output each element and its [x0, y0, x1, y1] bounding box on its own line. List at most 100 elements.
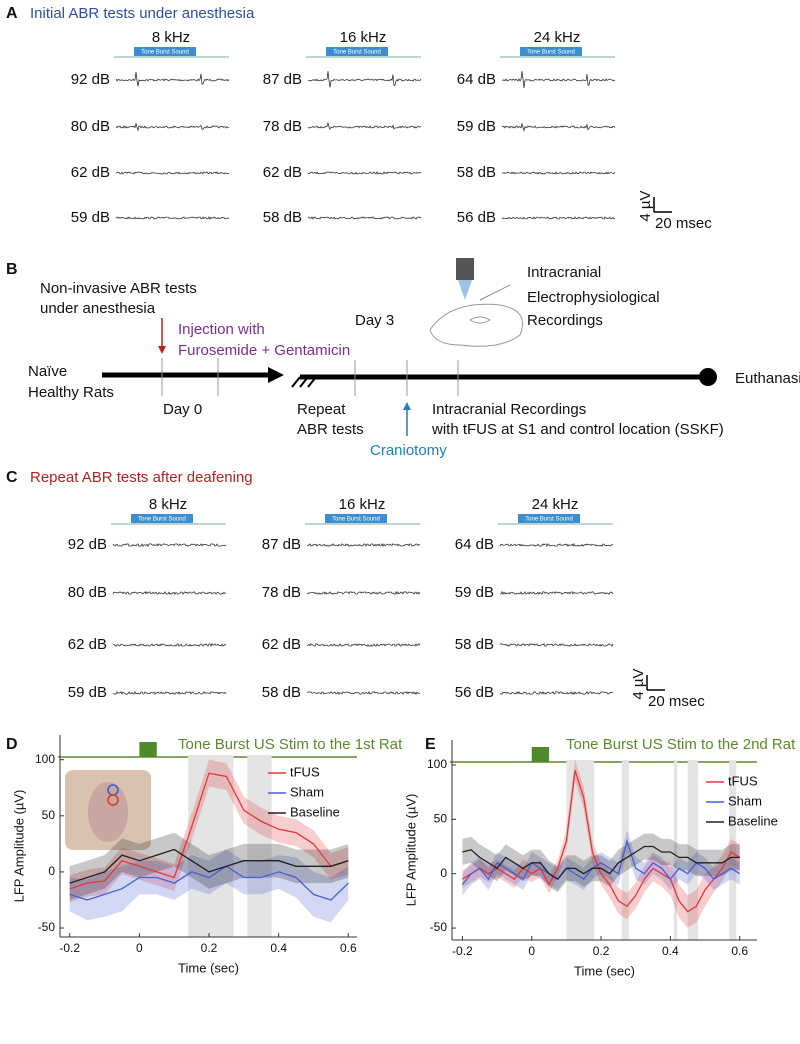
abr-trace — [501, 171, 616, 175]
scale-label: 20 msec — [655, 215, 712, 232]
level-label: 59 dB — [71, 209, 110, 226]
y-axis-label: LFP Amplitude (µV) — [403, 794, 418, 907]
note: Electrophysiological — [527, 289, 660, 306]
x-tick-label: 0.4 — [662, 944, 679, 958]
stim-text: Tone Burst Sound — [141, 50, 189, 56]
level-label: 80 dB — [68, 584, 107, 601]
x-tick-label: 0 — [528, 944, 535, 958]
y-tick-label: 100 — [35, 752, 55, 766]
stim-text: Tone Burst Sound — [332, 517, 380, 523]
note: Intracranial Recordings — [432, 401, 586, 418]
rat-illustration — [429, 258, 523, 347]
panel-title: Repeat ABR tests after deafening — [30, 469, 253, 486]
stim-label: Tone Burst US Stim to the 2nd Rat — [566, 736, 796, 753]
stim-box — [325, 514, 387, 523]
abr-trace — [308, 71, 422, 88]
x-tick-label: 0.6 — [340, 941, 357, 955]
error-band — [69, 849, 349, 923]
panel-title: Initial ABR tests under anesthesia — [30, 5, 255, 22]
level-label: 78 dB — [263, 118, 302, 135]
abr-trace — [499, 690, 614, 696]
legend-label: Baseline — [290, 804, 340, 819]
level-label: 62 dB — [262, 636, 301, 653]
y-tick-label: 100 — [427, 757, 447, 771]
frequency-label: 8 kHz — [149, 496, 187, 513]
note: Craniotomy — [370, 442, 447, 459]
note: Euthanasia — [735, 370, 800, 387]
note: Day 3 — [355, 312, 394, 329]
significance-region — [687, 760, 699, 940]
panel-label: A — [6, 5, 18, 22]
y-axis-label: LFP Amplitude (µV) — [11, 790, 26, 903]
note: Recordings — [527, 312, 603, 329]
level-label: 59 dB — [455, 584, 494, 601]
abr-trace — [112, 543, 227, 548]
level-label: 58 dB — [455, 636, 494, 653]
series-line — [461, 838, 741, 886]
note: Non-invasive ABR tests — [40, 280, 197, 297]
level-label: 92 dB — [68, 536, 107, 553]
abr-trace — [306, 590, 421, 595]
stim-box — [131, 514, 193, 523]
stim-pulse — [139, 742, 157, 757]
abr-trace — [112, 643, 227, 647]
frequency-label: 24 kHz — [532, 496, 579, 513]
significance-region — [188, 755, 234, 937]
y-tick-label: 0 — [440, 866, 447, 880]
abr-trace — [306, 542, 421, 548]
y-tick-label: 50 — [42, 808, 56, 822]
stim-text: Tone Burst Sound — [527, 50, 575, 56]
abr-trace — [306, 643, 421, 647]
x-tick-label: 0.2 — [201, 941, 218, 955]
abr-trace — [306, 691, 421, 696]
note: Intracranial — [527, 264, 601, 281]
x-tick-label: -0.2 — [452, 944, 473, 958]
note: Day 0 — [163, 401, 202, 418]
error-band — [462, 759, 740, 928]
stim-box — [518, 514, 580, 523]
panel-label: B — [6, 261, 18, 278]
y-tick-label: -50 — [38, 920, 56, 934]
abr-trace — [500, 590, 614, 595]
y-tick-label: 0 — [48, 864, 55, 878]
stim-text: Tone Burst Sound — [525, 517, 573, 523]
level-label: 59 dB — [457, 118, 496, 135]
level-label: 56 dB — [457, 209, 496, 226]
abr-trace — [115, 216, 230, 220]
note: Naïve — [28, 363, 67, 380]
note: Repeat — [297, 401, 346, 418]
level-label: 87 dB — [263, 71, 302, 88]
frequency-label: 16 kHz — [340, 29, 387, 46]
x-axis-label: Time (sec) — [178, 960, 239, 975]
frequency-label: 24 kHz — [534, 29, 581, 46]
panel-label: E — [425, 736, 436, 753]
x-axis-label: Time (sec) — [574, 963, 635, 978]
stim-box — [520, 47, 582, 56]
level-label: 87 dB — [262, 536, 301, 553]
note: Injection with — [178, 321, 265, 338]
abr-trace — [115, 71, 230, 87]
frequency-label: 8 kHz — [152, 29, 190, 46]
legend-label: Baseline — [728, 813, 778, 828]
scale-label: 4 µV — [637, 190, 654, 221]
note: Furosemide + Gentamicin — [178, 342, 350, 359]
level-label: 78 dB — [262, 584, 301, 601]
level-label: 59 dB — [68, 684, 107, 701]
level-label: 58 dB — [263, 209, 302, 226]
significance-region — [729, 760, 737, 940]
level-label: 64 dB — [455, 536, 494, 553]
stim-text: Tone Burst Sound — [333, 50, 381, 56]
abr-trace — [307, 171, 422, 175]
inset-photo — [88, 782, 128, 842]
significance-region — [673, 760, 678, 940]
note: under anesthesia — [40, 300, 156, 317]
abr-trace — [501, 71, 616, 89]
series-line — [462, 770, 741, 913]
panel-label: C — [6, 469, 18, 486]
series-line — [69, 848, 349, 884]
level-label: 64 dB — [457, 71, 496, 88]
legend-label: tFUS — [728, 773, 758, 788]
series-line — [462, 845, 740, 880]
